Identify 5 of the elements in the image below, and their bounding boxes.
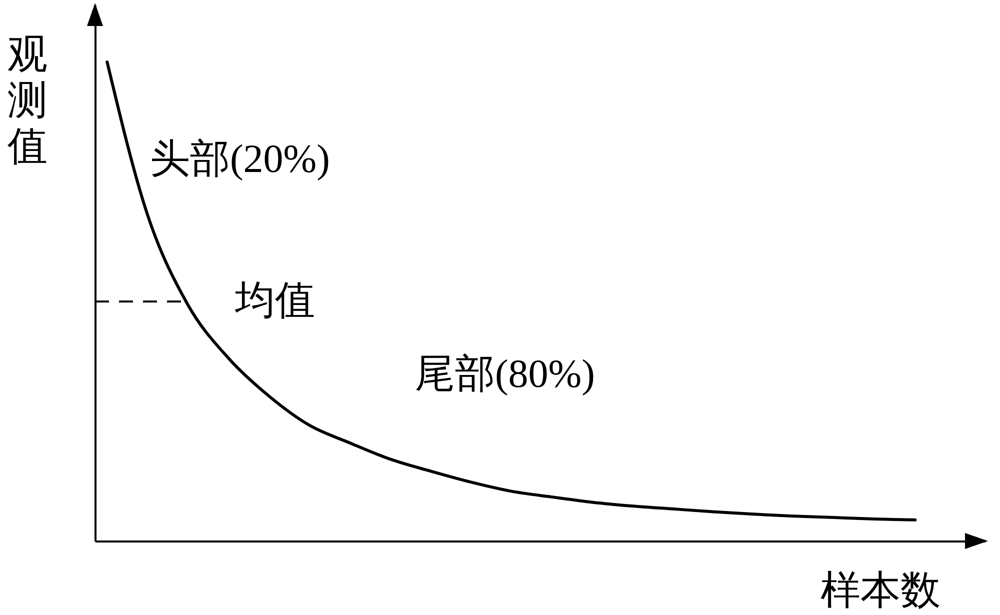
x-axis-title: 样本数: [820, 568, 940, 612]
y-axis-title: 观测值: [8, 32, 48, 168]
annotation: 头部(20%): [150, 136, 330, 182]
ref-line-label: 均值: [234, 278, 315, 322]
annotation: 尾部(80%): [414, 350, 595, 396]
